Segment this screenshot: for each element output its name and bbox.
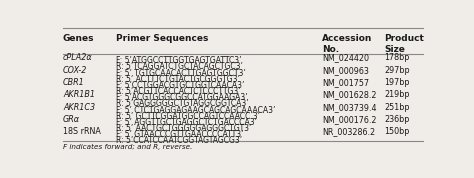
Text: Genes: Genes — [63, 34, 94, 43]
Text: NR_003286.2: NR_003286.2 — [322, 127, 375, 137]
Text: R: 5’CCATCCAATCGGTAGTAGCG3’: R: 5’CCATCCAATCGGTAGTAGCG3’ — [116, 136, 242, 145]
Text: AKR1C3: AKR1C3 — [63, 103, 95, 112]
Text: 197bp: 197bp — [384, 78, 410, 87]
Text: R: 5’ACGTTCACCACTCTCCCTTG3’: R: 5’ACGTTCACCACTCTCCCTTG3’ — [116, 87, 241, 96]
Text: F: 5’ AGGTTGCTGAGGCTCTGACCCA3’: F: 5’ AGGTTGCTGAGGCTCTGACCCA3’ — [116, 118, 257, 127]
Text: NM_001628.2: NM_001628.2 — [322, 90, 376, 100]
Text: F: 5’ATGGCCTTGGTGAGTGATTC3’: F: 5’ATGGCCTTGGTGAGTGATTC3’ — [116, 56, 242, 66]
Text: 251bp: 251bp — [384, 103, 410, 112]
Text: 18S rRNA: 18S rRNA — [63, 127, 101, 137]
Text: F: 5’ CTCTGAGGAGAAGCAGCAGCAAACA3’: F: 5’ CTCTGAGGAGAAGCAGCAGCAAACA3’ — [116, 106, 275, 115]
Text: Accession
No.: Accession No. — [322, 34, 372, 54]
Text: R: 5’ GCTTCGGATGGCCAGTCCAACC 3’: R: 5’ GCTTCGGATGGCCAGTCCAACC 3’ — [116, 112, 260, 121]
Text: 219bp: 219bp — [384, 90, 410, 100]
Text: F: 5’ TGTGCAACACTTGAGTGGCT3’: F: 5’ TGTGCAACACTTGAGTGGCT3’ — [116, 69, 246, 78]
Text: AKR1B1: AKR1B1 — [63, 90, 95, 100]
Text: R: 5’ AACTGCTGGGGGAGGGCTGT3’: R: 5’ AACTGCTGGGGGAGGGCTGT3’ — [116, 124, 252, 133]
Text: 150bp: 150bp — [384, 127, 410, 137]
Text: NM_000963: NM_000963 — [322, 66, 369, 75]
Text: F: 5’ GTAACCCGTTGAACCCCATT3’: F: 5’ GTAACCCGTTGAACCCCATT3’ — [116, 130, 244, 140]
Text: 178bp: 178bp — [384, 53, 410, 62]
Text: F: 5’CCTGGACGTGCTGGTCAACA3’: F: 5’CCTGGACGTGCTGGTCAACA3’ — [116, 81, 245, 90]
Text: cPLA2α: cPLA2α — [63, 53, 92, 62]
Text: R: 5’ ACTTTCTGTACTGCGGGTG3’: R: 5’ ACTTTCTGTACTGCGGGTG3’ — [116, 75, 240, 84]
Text: F: 5’ACGTGGGCGGCCATGGAAGA3’: F: 5’ACGTGGGCGGCCATGGAAGA3’ — [116, 93, 248, 103]
Text: GRα: GRα — [63, 115, 80, 124]
Text: 236bp: 236bp — [384, 115, 410, 124]
Text: R: 5’TCAGGATCTGCTACAGCTGC3’: R: 5’TCAGGATCTGCTACAGCTGC3’ — [116, 62, 243, 71]
Text: NM_003739.4: NM_003739.4 — [322, 103, 376, 112]
Text: F indicates forward; and R, reverse.: F indicates forward; and R, reverse. — [63, 144, 192, 150]
Text: Primer Sequences: Primer Sequences — [116, 34, 209, 43]
Text: CBR1: CBR1 — [63, 78, 85, 87]
Text: R: 5’GAGGGGGCTGTAGGCGGTCA3’: R: 5’GAGGGGGCTGTAGGCGGTCA3’ — [116, 99, 249, 108]
Text: 297bp: 297bp — [384, 66, 410, 75]
Text: NM_000176.2: NM_000176.2 — [322, 115, 376, 124]
Text: NM_001757: NM_001757 — [322, 78, 369, 87]
Text: COX-2: COX-2 — [63, 66, 87, 75]
Text: NM_024420: NM_024420 — [322, 53, 369, 62]
Text: Product
Size: Product Size — [384, 34, 424, 54]
